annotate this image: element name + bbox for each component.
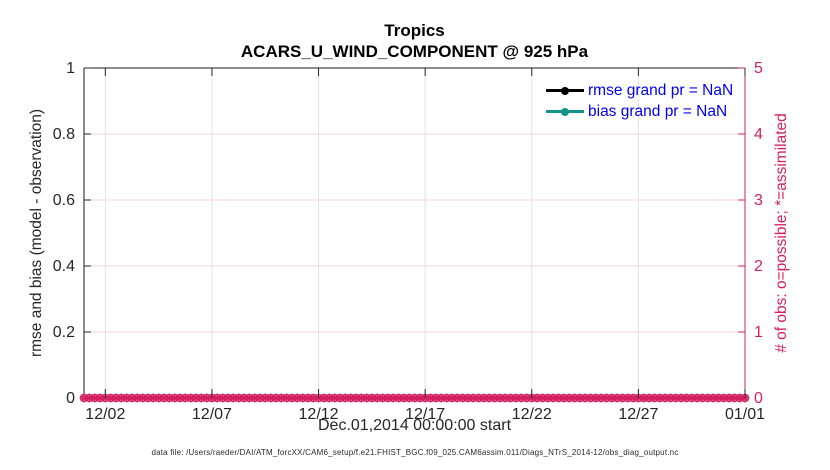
x-tick-label: 12/22 — [512, 406, 552, 423]
x-tick-label: 12/07 — [192, 406, 232, 423]
rmse-circle-marker-icon — [561, 86, 569, 95]
rmse-line-sample — [546, 86, 584, 95]
chart-title: Tropics — [384, 21, 445, 40]
legend-label-rmse: rmse grand pr = NaN — [588, 81, 734, 99]
x-tick-label: 12/12 — [299, 406, 339, 423]
legend-label-bias: bias grand pr = NaN — [588, 102, 728, 120]
left-tick-label: 1 — [66, 60, 75, 77]
x-tick-label: 12/02 — [85, 406, 125, 423]
left-axis-label: rmse and bias (model - observation) — [28, 108, 45, 358]
x-tick-label: 12/27 — [618, 406, 658, 423]
right-tick-label: 5 — [754, 60, 763, 77]
right-tick-label: 0 — [754, 390, 763, 407]
left-tick-label: 0.8 — [53, 126, 75, 143]
legend-entry-bias: bias grand pr = NaN — [546, 101, 733, 122]
bias-circle-marker-icon — [561, 107, 569, 116]
right-axis-label: # of obs: o=possible; *=assimilated — [773, 113, 790, 353]
x-axis-label: Dec.01,2014 00:00:00 start — [317, 417, 512, 434]
bias-line-sample — [546, 107, 584, 116]
left-tick-label: 0.4 — [53, 258, 75, 275]
chart-subtitle: ACARS_U_WIND_COMPONENT @ 925 hPa — [240, 42, 589, 61]
right-tick-label: 4 — [754, 126, 763, 143]
x-tick-label: 01/01 — [725, 406, 765, 423]
x-tick-label: 12/17 — [405, 406, 445, 423]
right-tick-label: 3 — [754, 192, 763, 209]
left-tick-label: 0.2 — [53, 324, 75, 341]
left-tick-label: 0 — [66, 390, 75, 407]
right-tick-label: 1 — [754, 324, 763, 341]
left-tick-label: 0.6 — [53, 192, 75, 209]
right-tick-label: 2 — [754, 258, 763, 275]
legend: rmse grand pr = NaN bias grand pr = NaN — [546, 80, 733, 122]
legend-entry-rmse: rmse grand pr = NaN — [546, 80, 733, 101]
data-file-caption: data file: /Users/raeder/DAI/ATM_forcXX/… — [151, 448, 679, 457]
